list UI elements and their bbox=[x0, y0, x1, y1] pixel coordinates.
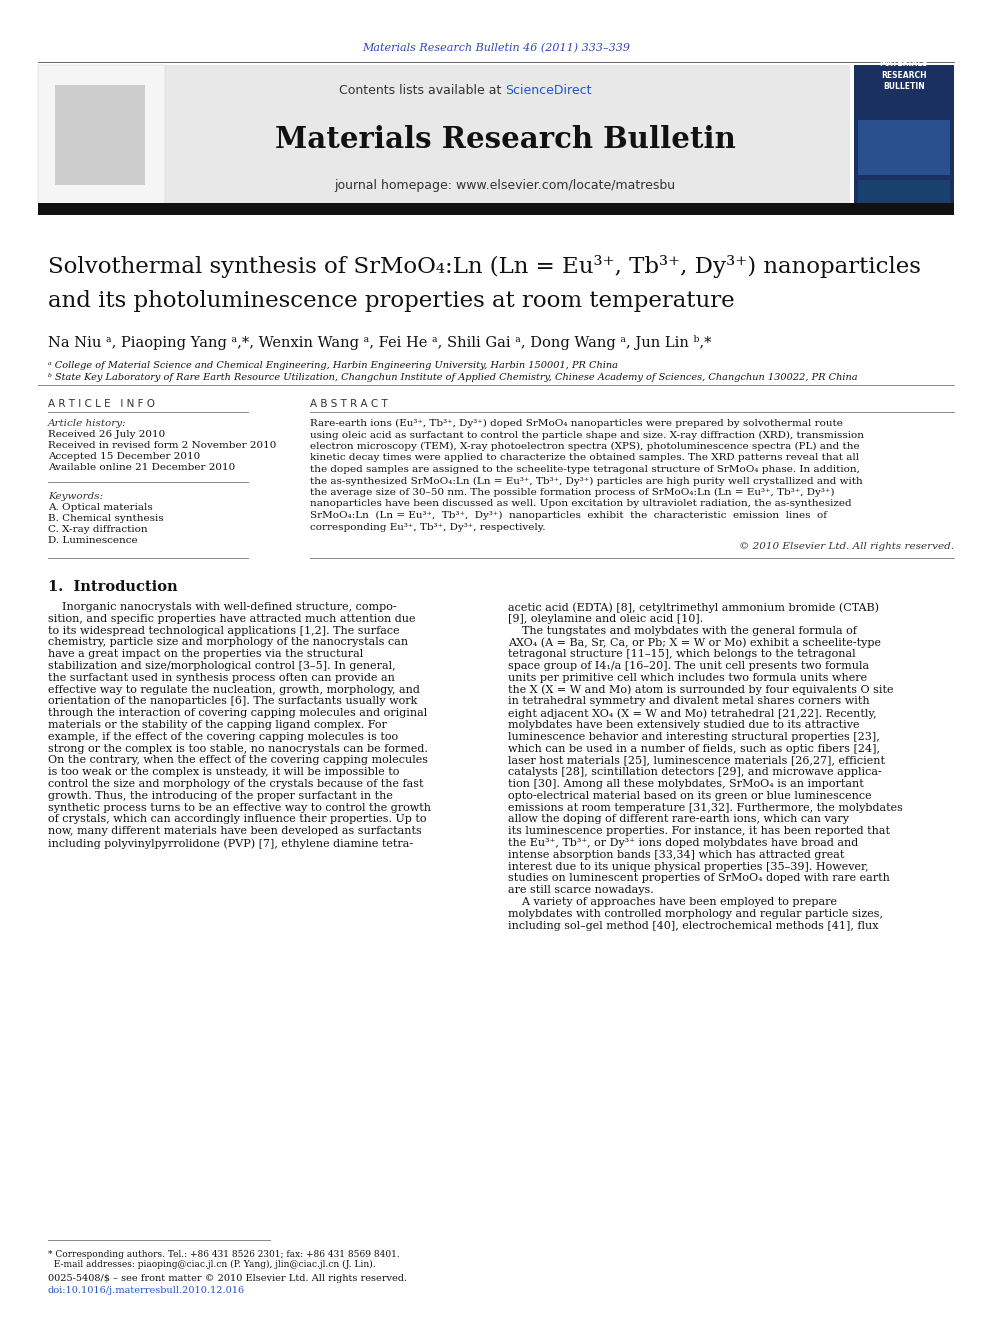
Text: have a great impact on the properties via the structural: have a great impact on the properties vi… bbox=[48, 650, 363, 659]
Bar bbox=[858, 120, 950, 175]
Text: Contents lists available at: Contents lists available at bbox=[338, 83, 505, 97]
Text: the Eu³⁺, Tb³⁺, or Dy³⁺ ions doped molybdates have broad and: the Eu³⁺, Tb³⁺, or Dy³⁺ ions doped molyb… bbox=[508, 837, 858, 848]
Bar bbox=[165, 65, 850, 205]
Text: AXO₄ (A = Ba, Sr, Ca, or Pb; X = W or Mo) exhibit a scheelite-type: AXO₄ (A = Ba, Sr, Ca, or Pb; X = W or Mo… bbox=[508, 638, 881, 648]
Text: Accepted 15 December 2010: Accepted 15 December 2010 bbox=[48, 452, 200, 460]
Text: synthetic process turns to be an effective way to control the growth: synthetic process turns to be an effecti… bbox=[48, 803, 431, 812]
Text: studies on luminescent properties of SrMoO₄ doped with rare earth: studies on luminescent properties of SrM… bbox=[508, 873, 890, 884]
Text: sition, and specific properties have attracted much attention due: sition, and specific properties have att… bbox=[48, 614, 416, 624]
Text: opto-electrical material based on its green or blue luminescence: opto-electrical material based on its gr… bbox=[508, 791, 872, 800]
Text: and its photoluminescence properties at room temperature: and its photoluminescence properties at … bbox=[48, 290, 735, 312]
Text: are still scarce nowadays.: are still scarce nowadays. bbox=[508, 885, 654, 896]
Text: nanoparticles have been discussed as well. Upon excitation by ultraviolet radiat: nanoparticles have been discussed as wel… bbox=[310, 500, 851, 508]
Text: 0025-5408/$ – see front matter © 2010 Elsevier Ltd. All rights reserved.: 0025-5408/$ – see front matter © 2010 El… bbox=[48, 1274, 407, 1283]
Text: A variety of approaches have been employed to prepare: A variety of approaches have been employ… bbox=[508, 897, 837, 908]
Text: D. Luminescence: D. Luminescence bbox=[48, 536, 138, 545]
Text: Na Niu ᵃ, Piaoping Yang ᵃ,*, Wenxin Wang ᵃ, Fei He ᵃ, Shili Gai ᵃ, Dong Wang ᵃ, : Na Niu ᵃ, Piaoping Yang ᵃ,*, Wenxin Wang… bbox=[48, 335, 711, 351]
Text: chemistry, particle size and morphology of the nanocrystals can: chemistry, particle size and morphology … bbox=[48, 638, 408, 647]
Text: ᵃ College of Material Science and Chemical Engineering, Harbin Engineering Unive: ᵃ College of Material Science and Chemic… bbox=[48, 361, 618, 370]
Text: its luminescence properties. For instance, it has been reported that: its luminescence properties. For instanc… bbox=[508, 826, 890, 836]
Text: [9], oleylamine and oleic acid [10].: [9], oleylamine and oleic acid [10]. bbox=[508, 614, 703, 624]
Text: Materials Research Bulletin 46 (2011) 333–339: Materials Research Bulletin 46 (2011) 33… bbox=[362, 42, 630, 53]
Text: Received in revised form 2 November 2010: Received in revised form 2 November 2010 bbox=[48, 441, 277, 450]
Text: molybdates have been extensively studied due to its attractive: molybdates have been extensively studied… bbox=[508, 720, 859, 730]
Bar bbox=[38, 65, 165, 205]
Text: catalysts [28], scintillation detectors [29], and microwave applica-: catalysts [28], scintillation detectors … bbox=[508, 767, 882, 777]
Text: materials or the stability of the capping ligand complex. For: materials or the stability of the cappin… bbox=[48, 720, 387, 730]
Text: including sol–gel method [40], electrochemical methods [41], flux: including sol–gel method [40], electroch… bbox=[508, 921, 879, 930]
Bar bbox=[854, 65, 954, 205]
Text: B. Chemical synthesis: B. Chemical synthesis bbox=[48, 515, 164, 523]
Text: the doped samples are assigned to the scheelite-type tetragonal structure of SrM: the doped samples are assigned to the sc… bbox=[310, 464, 860, 474]
Text: MATERIALS
RESEARCH
BULLETIN: MATERIALS RESEARCH BULLETIN bbox=[880, 60, 929, 90]
Text: tetragonal structure [11–15], which belongs to the tetragonal: tetragonal structure [11–15], which belo… bbox=[508, 650, 856, 659]
Text: C. X-ray diffraction: C. X-ray diffraction bbox=[48, 525, 148, 534]
Text: * Corresponding authors. Tel.: +86 431 8526 2301; fax: +86 431 8569 8401.: * Corresponding authors. Tel.: +86 431 8… bbox=[48, 1250, 400, 1259]
Text: 1.  Introduction: 1. Introduction bbox=[48, 579, 178, 594]
Text: stabilization and size/morphological control [3–5]. In general,: stabilization and size/morphological con… bbox=[48, 662, 396, 671]
Text: which can be used in a number of fields, such as optic fibers [24],: which can be used in a number of fields,… bbox=[508, 744, 880, 754]
Text: electron microscopy (TEM), X-ray photoelectron spectra (XPS), photoluminescence : electron microscopy (TEM), X-ray photoel… bbox=[310, 442, 860, 451]
Text: Inorganic nanocrystals with well-defined structure, compo-: Inorganic nanocrystals with well-defined… bbox=[48, 602, 397, 613]
Text: eight adjacent XO₄ (X = W and Mo) tetrahedral [21,22]. Recently,: eight adjacent XO₄ (X = W and Mo) tetrah… bbox=[508, 708, 877, 718]
Text: is too weak or the complex is unsteady, it will be impossible to: is too weak or the complex is unsteady, … bbox=[48, 767, 400, 777]
Text: the average size of 30–50 nm. The possible formation process of SrMoO₄:Ln (Ln = : the average size of 30–50 nm. The possib… bbox=[310, 488, 834, 497]
Text: © 2010 Elsevier Ltd. All rights reserved.: © 2010 Elsevier Ltd. All rights reserved… bbox=[739, 542, 954, 550]
Text: ScienceDirect: ScienceDirect bbox=[505, 83, 591, 97]
Text: using oleic acid as surfactant to control the particle shape and size. X-ray dif: using oleic acid as surfactant to contro… bbox=[310, 430, 864, 439]
Text: luminescence behavior and interesting structural properties [23],: luminescence behavior and interesting st… bbox=[508, 732, 880, 742]
Text: now, many different materials have been developed as surfactants: now, many different materials have been … bbox=[48, 826, 422, 836]
Text: strong or the complex is too stable, no nanocrystals can be formed.: strong or the complex is too stable, no … bbox=[48, 744, 428, 754]
Text: the surfactant used in synthesis process often can provide an: the surfactant used in synthesis process… bbox=[48, 673, 395, 683]
Text: allow the doping of different rare-earth ions, which can vary: allow the doping of different rare-earth… bbox=[508, 815, 849, 824]
Text: corresponding Eu³⁺, Tb³⁺, Dy³⁺, respectively.: corresponding Eu³⁺, Tb³⁺, Dy³⁺, respecti… bbox=[310, 523, 546, 532]
Text: example, if the effect of the covering capping molecules is too: example, if the effect of the covering c… bbox=[48, 732, 398, 742]
Text: to its widespread technological applications [1,2]. The surface: to its widespread technological applicat… bbox=[48, 626, 400, 635]
Text: the as-synthesized SrMoO₄:Ln (Ln = Eu³⁺, Tb³⁺, Dy³⁺) particles are high purity w: the as-synthesized SrMoO₄:Ln (Ln = Eu³⁺,… bbox=[310, 476, 863, 486]
Text: A R T I C L E   I N F O: A R T I C L E I N F O bbox=[48, 400, 155, 409]
Text: growth. Thus, the introducing of the proper surfactant in the: growth. Thus, the introducing of the pro… bbox=[48, 791, 393, 800]
Text: of crystals, which can accordingly influence their properties. Up to: of crystals, which can accordingly influ… bbox=[48, 815, 427, 824]
Bar bbox=[55, 85, 145, 185]
Text: On the contrary, when the effect of the covering capping molecules: On the contrary, when the effect of the … bbox=[48, 755, 428, 766]
Text: emissions at room temperature [31,32]. Furthermore, the molybdates: emissions at room temperature [31,32]. F… bbox=[508, 803, 903, 812]
Text: doi:10.1016/j.materresbull.2010.12.016: doi:10.1016/j.materresbull.2010.12.016 bbox=[48, 1286, 245, 1295]
Text: E-mail addresses: piaoping@ciac.jl.cn (P. Yang), jlin@ciac.jl.cn (J. Lin).: E-mail addresses: piaoping@ciac.jl.cn (P… bbox=[48, 1259, 376, 1269]
Bar bbox=[858, 180, 950, 205]
Text: Available online 21 December 2010: Available online 21 December 2010 bbox=[48, 463, 235, 472]
Text: laser host materials [25], luminescence materials [26,27], efficient: laser host materials [25], luminescence … bbox=[508, 755, 885, 766]
Text: intense absorption bands [33,34] which has attracted great: intense absorption bands [33,34] which h… bbox=[508, 849, 844, 860]
Bar bbox=[38, 202, 954, 216]
Text: space group of I4₁/a [16–20]. The unit cell presents two formula: space group of I4₁/a [16–20]. The unit c… bbox=[508, 662, 869, 671]
Text: ᵇ State Key Laboratory of Rare Earth Resource Utilization, Changchun Institute o: ᵇ State Key Laboratory of Rare Earth Res… bbox=[48, 373, 858, 382]
Text: journal homepage: www.elsevier.com/locate/matresbu: journal homepage: www.elsevier.com/locat… bbox=[334, 179, 676, 192]
Text: through the interaction of covering capping molecules and original: through the interaction of covering capp… bbox=[48, 708, 428, 718]
Text: control the size and morphology of the crystals because of the fast: control the size and morphology of the c… bbox=[48, 779, 424, 789]
Text: ELSEVIER: ELSEVIER bbox=[66, 205, 133, 218]
Text: units per primitive cell which includes two formula units where: units per primitive cell which includes … bbox=[508, 673, 867, 683]
Text: Materials Research Bulletin: Materials Research Bulletin bbox=[275, 126, 735, 155]
Text: Received 26 July 2010: Received 26 July 2010 bbox=[48, 430, 166, 439]
Text: SrMoO₄:Ln  (Ln = Eu³⁺,  Tb³⁺,  Dy³⁺)  nanoparticles  exhibit  the  characteristi: SrMoO₄:Ln (Ln = Eu³⁺, Tb³⁺, Dy³⁺) nanopa… bbox=[310, 511, 827, 520]
Text: Article history:: Article history: bbox=[48, 419, 127, 429]
Text: Rare-earth ions (Eu³⁺, Tb³⁺, Dy³⁺) doped SrMoO₄ nanoparticles were prepared by s: Rare-earth ions (Eu³⁺, Tb³⁺, Dy³⁺) doped… bbox=[310, 419, 843, 429]
Text: A. Optical materials: A. Optical materials bbox=[48, 503, 153, 512]
Text: orientation of the nanoparticles [6]. The surfactants usually work: orientation of the nanoparticles [6]. Th… bbox=[48, 696, 418, 706]
Text: Solvothermal synthesis of SrMoO₄:Ln (Ln = Eu³⁺, Tb³⁺, Dy³⁺) nanoparticles: Solvothermal synthesis of SrMoO₄:Ln (Ln … bbox=[48, 255, 921, 278]
Text: interest due to its unique physical properties [35–39]. However,: interest due to its unique physical prop… bbox=[508, 861, 869, 872]
Text: the X (X = W and Mo) atom is surrounded by four equivalents O site: the X (X = W and Mo) atom is surrounded … bbox=[508, 684, 894, 695]
Text: including polyvinylpyrrolidone (PVP) [7], ethylene diamine tetra-: including polyvinylpyrrolidone (PVP) [7]… bbox=[48, 837, 413, 848]
Text: tion [30]. Among all these molybdates, SrMoO₄ is an important: tion [30]. Among all these molybdates, S… bbox=[508, 779, 864, 789]
Text: Keywords:: Keywords: bbox=[48, 492, 103, 501]
Text: effective way to regulate the nucleation, growth, morphology, and: effective way to regulate the nucleation… bbox=[48, 684, 420, 695]
Text: A B S T R A C T: A B S T R A C T bbox=[310, 400, 388, 409]
Text: in tetrahedral symmetry and divalent metal shares corners with: in tetrahedral symmetry and divalent met… bbox=[508, 696, 870, 706]
Text: The tungstates and molybdates with the general formula of: The tungstates and molybdates with the g… bbox=[508, 626, 857, 635]
Text: acetic acid (EDTA) [8], cetyltrimethyl ammonium bromide (CTAB): acetic acid (EDTA) [8], cetyltrimethyl a… bbox=[508, 602, 879, 613]
Text: molybdates with controlled morphology and regular particle sizes,: molybdates with controlled morphology an… bbox=[508, 909, 883, 918]
Text: kinetic decay times were applied to characterize the obtained samples. The XRD p: kinetic decay times were applied to char… bbox=[310, 454, 859, 463]
